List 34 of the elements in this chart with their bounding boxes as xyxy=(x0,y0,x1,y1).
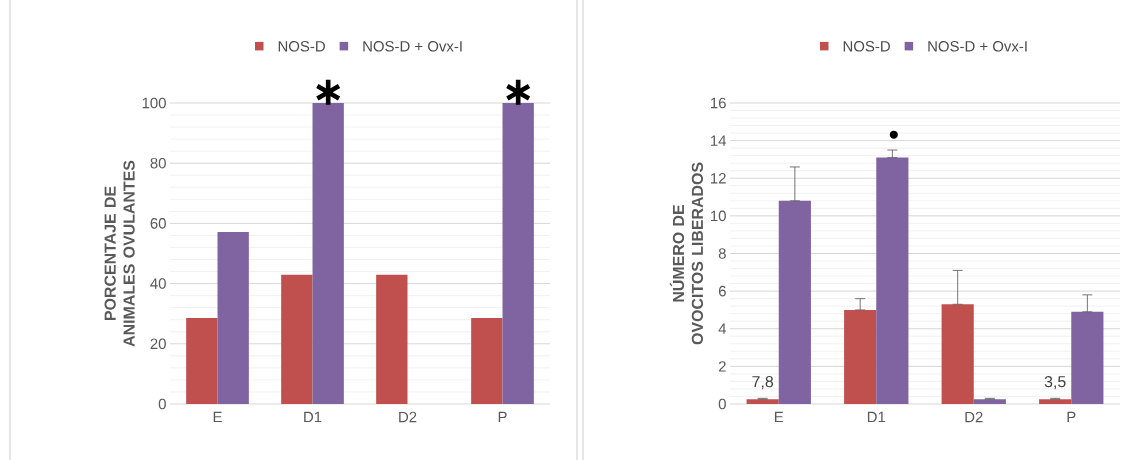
annotation: ∗ xyxy=(316,79,341,105)
y-axis-title: NÚMERO DE OVOCITOS LIBERADOS xyxy=(669,162,704,345)
x-tick-label: D2 xyxy=(965,411,983,423)
x-tick-label: P xyxy=(1067,411,1076,423)
y-tick-label: 12 xyxy=(711,173,726,184)
annotation: • xyxy=(889,130,898,139)
x-tick-label: P xyxy=(498,411,507,423)
legend-label: NOS-D xyxy=(843,41,890,52)
y-tick-label: 80 xyxy=(150,157,166,169)
x-tick-label: D1 xyxy=(304,411,322,423)
y-tick-label: 40 xyxy=(150,278,166,289)
y-tick-label: 16 xyxy=(711,97,726,109)
y-tick-label: 6 xyxy=(718,285,726,297)
y-tick-label: 14 xyxy=(711,135,727,146)
y-tick-label: 4 xyxy=(718,323,727,334)
y-tick-label: 60 xyxy=(150,218,166,229)
annotation: ∗ xyxy=(506,79,531,105)
y-tick-label: 2 xyxy=(718,361,726,372)
y-tick-label: 100 xyxy=(142,97,166,109)
y-tick-label: 10 xyxy=(711,210,726,222)
y-axis-title: PORCENTAJE DE ANIMALES OVULANTES xyxy=(104,160,135,347)
x-tick-label: E xyxy=(213,411,222,423)
y-tick-label: 0 xyxy=(718,398,726,410)
x-tick-label: D1 xyxy=(867,411,886,423)
x-tick-label: D2 xyxy=(399,411,417,423)
legend-label: NOS-D xyxy=(278,41,325,52)
y-tick-label: 20 xyxy=(150,338,166,350)
y-tick-label: 0 xyxy=(158,398,166,410)
legend-label: NOS-D + Ovx-I xyxy=(363,41,462,52)
annotation: 7,8 xyxy=(752,375,774,390)
x-tick-label: E xyxy=(775,411,784,423)
annotation: 3,5 xyxy=(1044,375,1066,390)
y-tick-label: 8 xyxy=(718,248,726,259)
legend-label: NOS-D + Ovx-I xyxy=(928,41,1027,52)
